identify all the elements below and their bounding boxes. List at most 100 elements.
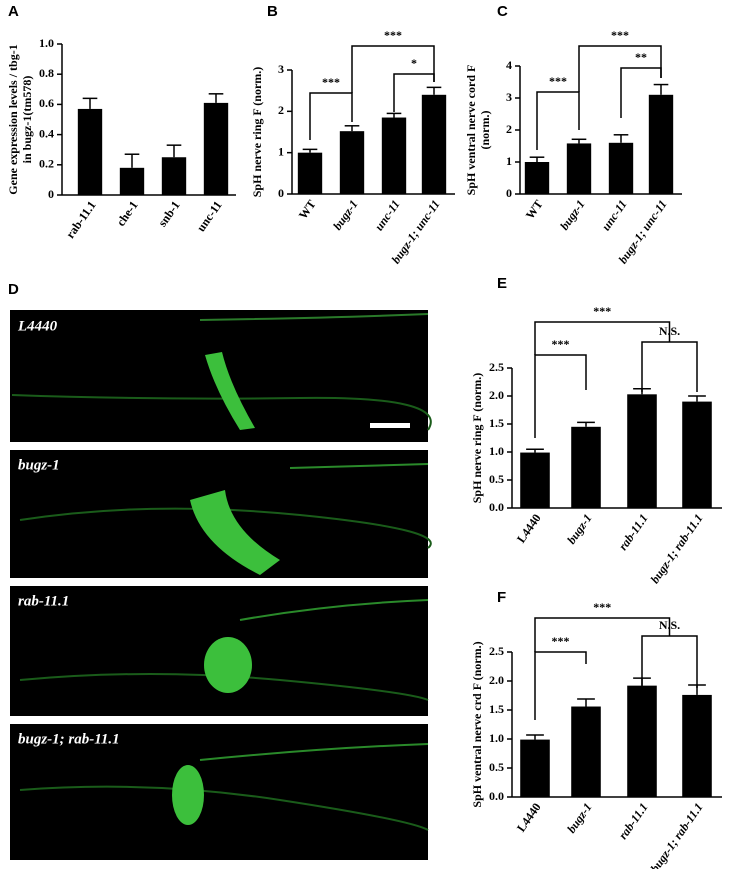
panel-label: B: [267, 3, 278, 20]
y-tick-label: 0.5: [489, 760, 504, 774]
significance-label: ***: [549, 74, 567, 88]
image-label: rab-11.1: [18, 593, 69, 609]
panel-label: E: [497, 275, 507, 292]
bar: [682, 694, 712, 797]
bar: [682, 401, 712, 508]
significance-bracket: [620, 67, 662, 118]
y-tick-label: 0.6: [39, 96, 54, 110]
significance-bracket: [536, 91, 580, 150]
y-tick-label: 1.0: [489, 444, 504, 458]
panel-label: F: [497, 589, 506, 606]
bar: [524, 162, 550, 194]
y-tick-label: 1: [506, 154, 512, 168]
significance-label: *: [411, 56, 417, 70]
bar: [520, 739, 550, 797]
x-tick-label: rab-11.1: [63, 198, 99, 241]
x-tick-label: unc-11: [599, 197, 630, 233]
bar: [571, 426, 601, 508]
significance-label: ***: [593, 304, 611, 318]
chart-panel: F SpH ventral nerve crd F (norm.) 0.0 0.5 1.…: [470, 589, 722, 869]
significance-label: ***: [384, 28, 402, 42]
bar: [627, 685, 657, 797]
y-tick-label: 2.5: [489, 644, 504, 658]
image-label: L4440: [17, 318, 58, 334]
bar: [161, 157, 187, 195]
panel-label: C: [497, 3, 508, 20]
y-axis-label: SpH ventral nerve crd F (norm.): [470, 641, 484, 807]
micrograph: bugz-1; rab-11.1: [10, 724, 429, 860]
y-axis-label: (norm.): [478, 111, 492, 150]
bar: [608, 142, 634, 194]
y-tick-label: 1.5: [489, 702, 504, 716]
micrograph: bugz-1: [10, 450, 432, 578]
x-tick-label: bugz-1: [557, 197, 588, 232]
panel-label: D: [8, 281, 19, 298]
bar: [421, 94, 447, 194]
x-tick-label: rab-11.1: [616, 800, 651, 842]
bar: [203, 102, 229, 195]
y-tick-label: 2.5: [489, 360, 504, 374]
significance-label: **: [635, 50, 647, 64]
bar: [627, 394, 657, 508]
significance-label: ***: [593, 600, 611, 614]
x-tick-label: unc-11: [194, 198, 225, 234]
y-tick-label: 1.5: [489, 416, 504, 430]
y-axis-label: in bugz-1(tm578): [20, 76, 34, 164]
x-tick-label: snb-1: [155, 198, 183, 229]
bar: [520, 452, 550, 508]
bar: [648, 94, 674, 194]
y-tick-label: 0: [506, 186, 512, 200]
significance-bracket: [309, 92, 353, 140]
significance-bracket: [393, 73, 435, 112]
x-tick-label: bugz-1; rab-11.1: [648, 511, 706, 586]
y-tick-label: 0.0: [489, 500, 504, 514]
significance-bracket: [534, 617, 671, 652]
chart-panel: B SpH nerve ring F (norm.) 0 1 2 3 WT bugz-1 unc…: [250, 3, 455, 266]
significance-bracket: [641, 635, 698, 688]
y-tick-label: 1.0: [489, 731, 504, 745]
micrograph: rab-11.1: [10, 586, 429, 716]
y-tick-label: 2.0: [489, 673, 504, 687]
significance-label: ***: [552, 634, 570, 648]
y-tick-label: 3: [506, 90, 512, 104]
image-label: bugz-1; rab-11.1: [18, 731, 120, 747]
x-tick-label: WT: [523, 197, 546, 221]
x-tick-label: L4440: [514, 511, 544, 545]
y-tick-label: 1: [278, 144, 284, 158]
x-tick-label: bugz-1: [330, 197, 361, 232]
y-axis-label: SpH ventral nerve cord F: [464, 65, 478, 196]
x-tick-label: unc-11: [372, 197, 403, 233]
image-label: bugz-1: [18, 457, 60, 473]
chart-panel: E SpH nerve ring F (norm.) 0.0 0.5 1.0 1.5 2.0…: [470, 275, 722, 586]
significance-label: ***: [552, 337, 570, 351]
significance-bracket: [534, 321, 671, 355]
x-tick-label: bugz-1: [564, 800, 595, 835]
bar: [339, 131, 365, 194]
y-tick-label: 0.4: [39, 126, 54, 140]
bar: [571, 706, 601, 797]
bar: [566, 143, 592, 194]
x-tick-label: WT: [296, 197, 319, 221]
y-tick-label: 0.5: [489, 472, 504, 486]
y-tick-label: 0: [48, 187, 54, 201]
bar: [119, 167, 145, 195]
bar: [381, 117, 407, 194]
panel-label: A: [8, 3, 19, 20]
significance-bracket: [578, 45, 662, 92]
y-tick-label: 1.0: [39, 36, 54, 50]
y-tick-label: 0.8: [39, 66, 54, 80]
bar: [77, 108, 103, 195]
significance-bracket: [641, 341, 698, 392]
chart-panel: A Gene expression levels / tbg-1 in bugz-1…: [6, 3, 236, 241]
x-tick-label: bugz-1; rab-11.1: [648, 800, 706, 869]
y-tick-label: 0.2: [39, 157, 54, 171]
y-tick-label: 0: [278, 186, 284, 200]
y-tick-label: 2: [506, 122, 512, 136]
x-tick-label: bugz-1: [564, 511, 595, 546]
significance-label: ***: [322, 75, 340, 89]
y-tick-label: 0.0: [489, 789, 504, 803]
x-tick-label: L4440: [514, 800, 544, 834]
x-tick-label: che-1: [114, 198, 141, 228]
y-tick-label: 4: [506, 58, 512, 72]
